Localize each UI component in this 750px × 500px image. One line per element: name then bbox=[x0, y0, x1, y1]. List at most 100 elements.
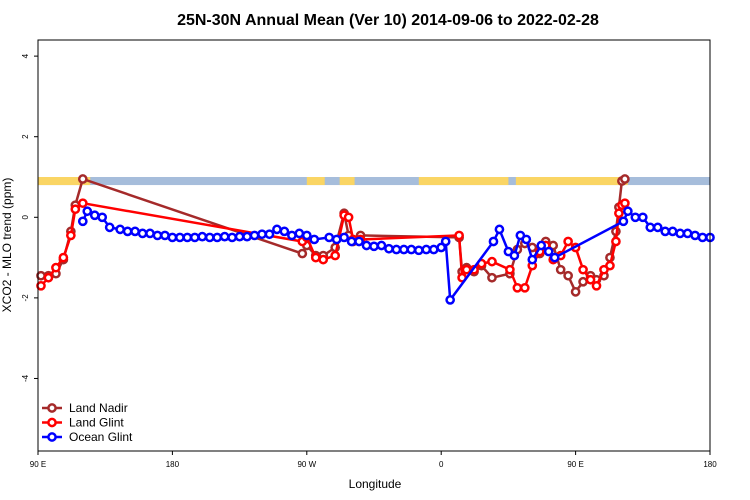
data-point bbox=[494, 224, 505, 235]
data-point bbox=[287, 230, 297, 241]
data-point bbox=[461, 264, 472, 275]
data-point bbox=[369, 241, 379, 252]
data-point bbox=[440, 236, 451, 247]
data-point bbox=[167, 232, 178, 243]
data-point bbox=[570, 286, 581, 297]
data-point bbox=[89, 210, 100, 221]
data-point bbox=[182, 232, 193, 243]
data-point bbox=[620, 174, 630, 184]
data-point bbox=[104, 222, 115, 233]
data-point bbox=[376, 240, 387, 251]
data-point bbox=[309, 234, 320, 245]
data-point bbox=[697, 232, 708, 243]
land-band bbox=[515, 177, 628, 186]
data-point bbox=[555, 264, 566, 275]
data-point bbox=[578, 276, 588, 287]
data-point bbox=[354, 236, 364, 247]
legend-label: Land Glint bbox=[69, 416, 124, 430]
data-point bbox=[660, 226, 671, 237]
data-point bbox=[43, 272, 54, 283]
data-point bbox=[505, 264, 515, 275]
data-point bbox=[436, 242, 447, 253]
x-tick-label: 0 bbox=[439, 460, 444, 469]
data-point bbox=[620, 198, 630, 209]
legend-marker bbox=[47, 403, 57, 413]
data-point bbox=[242, 231, 252, 242]
data-point bbox=[667, 226, 678, 237]
data-point bbox=[264, 229, 275, 240]
data-point bbox=[543, 246, 554, 257]
data-point bbox=[682, 228, 693, 239]
data-point bbox=[630, 212, 641, 223]
legend-item: Ocean Glint bbox=[42, 430, 133, 444]
y-axis: -4 -2 0 2 4 bbox=[21, 53, 38, 382]
data-point bbox=[339, 232, 349, 243]
data-point bbox=[384, 243, 394, 254]
land-band bbox=[38, 177, 91, 186]
legend-marker bbox=[47, 417, 57, 428]
land-band bbox=[418, 177, 509, 186]
data-point bbox=[152, 230, 163, 241]
data-point bbox=[611, 236, 621, 247]
data-point bbox=[652, 222, 663, 233]
data-point bbox=[605, 260, 615, 271]
data-point bbox=[204, 232, 215, 243]
data-point bbox=[346, 236, 357, 247]
data-point bbox=[77, 174, 88, 184]
x-tick-label: 90 E bbox=[567, 460, 583, 469]
x-axis: 90 E 180 90 W 0 90 E 180 bbox=[30, 451, 717, 469]
data-point bbox=[310, 252, 321, 263]
data-point bbox=[623, 206, 633, 217]
legend-item: Land Nadir bbox=[42, 401, 128, 415]
data-point bbox=[197, 231, 208, 242]
data-point bbox=[527, 254, 538, 265]
data-point bbox=[122, 226, 133, 237]
legend-label: Ocean Glint bbox=[69, 430, 133, 444]
data-point bbox=[675, 228, 685, 239]
land-sea-band bbox=[38, 177, 710, 186]
data-point bbox=[318, 254, 329, 265]
data-point bbox=[591, 280, 602, 291]
data-point bbox=[413, 245, 424, 256]
land-band bbox=[339, 177, 355, 186]
data-point bbox=[272, 224, 282, 235]
data-point bbox=[521, 234, 532, 245]
data-point bbox=[637, 212, 648, 223]
data-point bbox=[421, 244, 432, 255]
data-point bbox=[301, 230, 312, 241]
series-line bbox=[81, 209, 710, 304]
data-point bbox=[66, 230, 76, 241]
data-point bbox=[488, 236, 499, 247]
data-point bbox=[145, 228, 155, 239]
data-point bbox=[361, 240, 372, 251]
land-band bbox=[306, 177, 325, 186]
series-layer bbox=[36, 174, 715, 305]
data-point bbox=[563, 236, 573, 247]
data-point bbox=[189, 232, 200, 243]
x-tick-label: 90 E bbox=[30, 460, 46, 469]
chart-title: 25N-30N Annual Mean (Ver 10) 2014-09-06 … bbox=[177, 12, 599, 29]
data-point bbox=[519, 282, 530, 293]
y-tick-label: 0 bbox=[21, 215, 30, 220]
data-point bbox=[487, 256, 497, 267]
data-point bbox=[77, 216, 88, 227]
y-tick-label: 2 bbox=[21, 134, 30, 139]
y-tick-label: -2 bbox=[21, 294, 30, 302]
data-point bbox=[406, 244, 417, 255]
y-tick-label: -4 bbox=[21, 374, 30, 382]
series-ocean-glint bbox=[77, 206, 715, 305]
data-point bbox=[454, 230, 464, 241]
data-point bbox=[297, 248, 308, 259]
data-point bbox=[536, 240, 547, 251]
data-point bbox=[331, 234, 342, 245]
data-point bbox=[36, 280, 46, 291]
data-point bbox=[343, 212, 354, 223]
data-point bbox=[618, 216, 629, 227]
data-point bbox=[512, 282, 523, 293]
data-point bbox=[324, 232, 335, 243]
legend-item: Land Glint bbox=[42, 416, 124, 430]
legend-label: Land Nadir bbox=[69, 401, 128, 415]
data-point bbox=[330, 250, 341, 261]
